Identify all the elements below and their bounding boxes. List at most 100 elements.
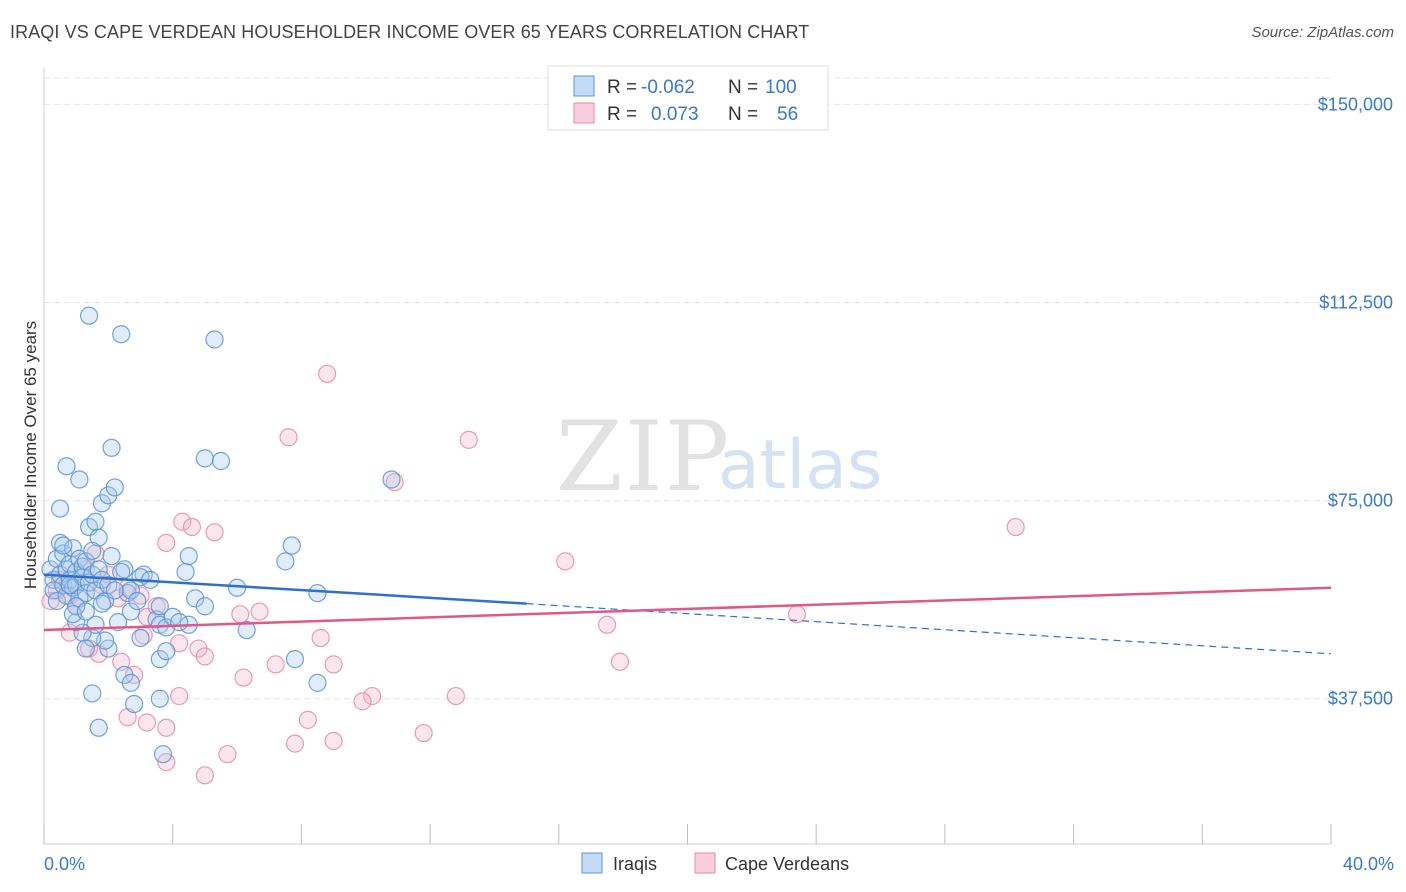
iraqi-point-81	[150, 689, 169, 708]
series-legend: Iraqis Cape Verdeans	[581, 852, 849, 874]
cape-verdean-point-31	[311, 628, 330, 648]
cape-verdean-point-33	[318, 364, 337, 383]
iraqi-point-46	[282, 536, 301, 555]
trend-lines	[43, 573, 1332, 655]
iraqi-point-54	[121, 581, 140, 600]
cape-verdean-point-36	[385, 473, 404, 492]
iraqi-point-90	[92, 594, 112, 613]
cape-verdean-point-17	[157, 533, 176, 552]
bottom-legend-iraqis: Iraqis	[613, 854, 657, 874]
cape-verdean-point-51	[157, 718, 176, 737]
x-tick-label-min: 0.0%	[44, 854, 85, 874]
axes	[43, 68, 1332, 845]
cape-verdean-point-50	[137, 713, 157, 732]
iraqi-point-32	[70, 470, 89, 489]
cape-verdean-point-48	[414, 723, 433, 743]
iraqi-point-78	[121, 673, 140, 692]
iraqi-point-34	[86, 512, 105, 531]
iraqi-point-85	[153, 745, 173, 764]
iraqi-point-76	[157, 642, 176, 661]
cape-verdean-point-46	[285, 734, 305, 753]
cape-verdean-point-34	[279, 428, 298, 447]
iraqi-point-31	[57, 457, 76, 476]
chart-title: IRAQI VS CAPE VERDEAN HOUSEHOLDER INCOME…	[10, 22, 810, 42]
iraqi-point-98	[54, 536, 73, 555]
iraqi-point-42	[205, 330, 224, 349]
x-tick-labels: 0.0% 40.0%	[44, 854, 1394, 874]
x-tick-label-max: 40.0%	[1343, 854, 1394, 874]
iraqi-point-58	[150, 597, 169, 616]
iraqi-point-74	[131, 628, 150, 648]
legend-r-value-iraqis: -0.062	[641, 77, 695, 98]
iraqi-point-45	[382, 470, 401, 489]
iraqi-point-40	[79, 306, 99, 325]
cape-verdean-point-52	[218, 745, 237, 764]
cape-verdean-point-15	[182, 517, 202, 537]
cape-verdean-point-54	[195, 766, 214, 785]
cape-verdean-point-39	[610, 652, 630, 671]
iraqi-point-30	[50, 499, 70, 518]
iraqi-point-43	[195, 449, 214, 468]
iraqi-point-47	[276, 552, 295, 571]
watermark-atlas: atlas	[718, 426, 882, 505]
cape-verdean-point-29	[234, 668, 253, 687]
iraqi-point-94	[128, 591, 147, 611]
watermark: ZIP atlas	[556, 401, 882, 513]
iraqi-point-83	[285, 650, 305, 669]
iraqi-point-44	[211, 451, 231, 471]
y-tick-label-1: $75,000	[1328, 491, 1393, 511]
cape-verdean-point-28	[250, 602, 269, 621]
legend-n-value-cape: 56	[777, 104, 798, 125]
cape-verdean-point-35	[459, 430, 478, 449]
correlation-legend: R = -0.062 N = 100 R = 0.073 N = 56	[547, 65, 829, 131]
iraqi-point-99	[60, 576, 79, 595]
iraqi-point-88	[105, 581, 124, 600]
cape-verdean-point-44	[446, 686, 465, 706]
legend-r-label-cape: R =	[607, 104, 637, 125]
iraqi-point-41	[112, 325, 131, 344]
y-axis-label: Householder Income Over 65 years	[21, 321, 40, 589]
cape-verdean-point-27	[231, 605, 250, 624]
y-tick-labels: $37,500 $75,000 $112,500 $150,000	[1318, 94, 1393, 708]
cape-verdean-point-41	[1006, 517, 1025, 537]
y-tick-label-0: $37,500	[1328, 689, 1393, 709]
y-tick-label-3: $150,000	[1318, 94, 1393, 114]
iraqi-point-38	[102, 438, 121, 457]
iraqi-point-71	[76, 639, 95, 658]
cape-verdean-point-37	[556, 552, 575, 571]
source-label: Source: ZipAtlas.com	[1251, 24, 1394, 41]
iraqi-point-73	[121, 602, 140, 621]
iraqi-point-96	[102, 546, 121, 566]
iraqi-point-82	[308, 673, 327, 692]
cape-verdean-point-0	[41, 591, 60, 611]
cape-verdean-point-38	[597, 615, 617, 634]
cape-verdean-point-30	[266, 655, 285, 674]
y-tick-label-2: $112,500	[1319, 293, 1393, 313]
iraqi-point-80	[124, 694, 144, 714]
watermark-zip: ZIP	[556, 401, 731, 513]
iraqis-points	[41, 306, 401, 764]
cape-verdean-point-47	[324, 731, 343, 751]
iraqis-trend-line	[43, 573, 527, 605]
iraqi-point-49	[179, 546, 198, 566]
iraqi-point-87	[170, 613, 189, 632]
iraqi-point-64	[237, 620, 256, 640]
legend-n-label-iraqis: N =	[728, 77, 758, 98]
legend-n-label-cape: N =	[728, 104, 758, 125]
cape-verdean-point-42	[363, 686, 382, 706]
iraqi-point-4	[47, 591, 66, 611]
cape-verdean-point-26	[195, 647, 214, 666]
iraqi-point-37	[105, 478, 124, 497]
cape-verdean-point-43	[353, 692, 372, 711]
legend-swatch-iraqis	[573, 75, 595, 97]
cape-verdeans-trend-line	[43, 586, 1332, 632]
cape-verdean-point-32	[324, 655, 343, 674]
iraqi-point-63	[308, 583, 327, 603]
iraqi-point-79	[83, 684, 102, 703]
cape-verdean-point-14	[173, 512, 192, 531]
iraqi-point-93	[76, 602, 95, 621]
cape-verdean-point-45	[298, 710, 317, 729]
iraqi-point-61	[195, 597, 214, 616]
legend-r-label-iraqis: R =	[607, 77, 637, 98]
iraqi-point-48	[176, 562, 195, 582]
